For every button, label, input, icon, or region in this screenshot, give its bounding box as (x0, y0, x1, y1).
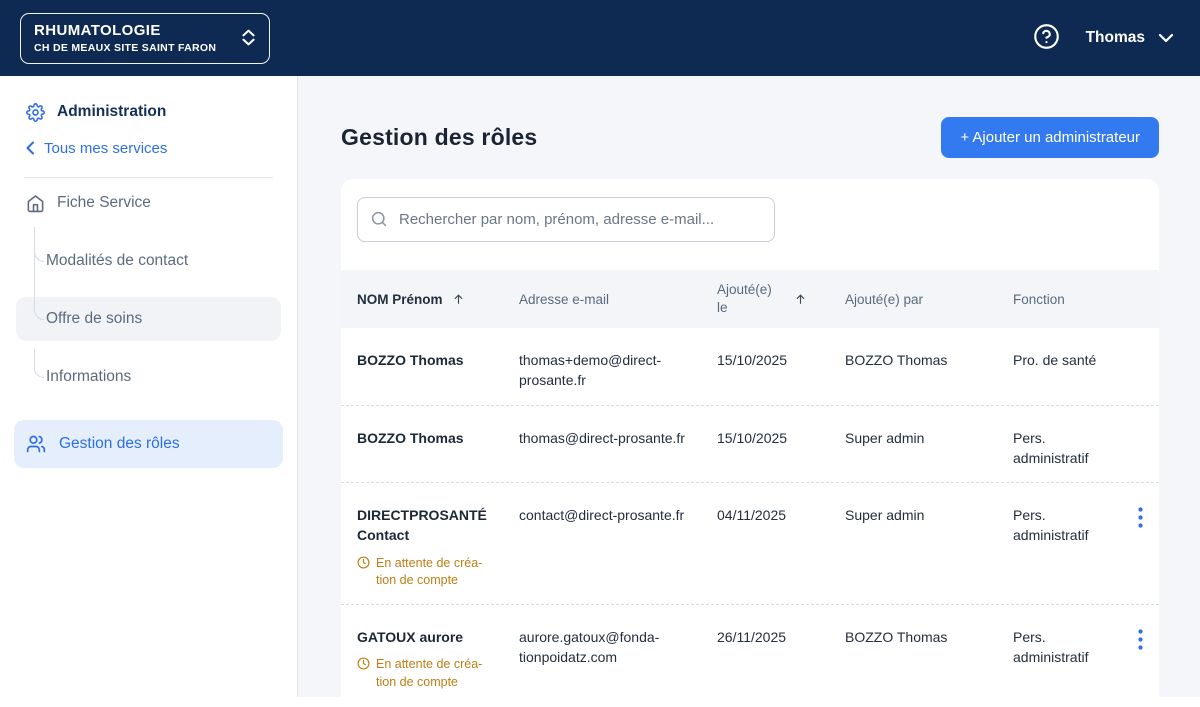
gear-icon (26, 102, 45, 122)
sort-arrow-up-icon[interactable] (794, 292, 807, 306)
main-header: Gestion des rôles + Ajouter un administr… (341, 117, 1159, 158)
clock-icon (357, 555, 370, 590)
users-icon (26, 434, 46, 454)
sidebar-item-label: Offre de soins (46, 310, 143, 327)
admin-email: thomas@direct-prosante.fr (519, 429, 685, 446)
pending-account-status: En attente de créa­tion de compte (357, 555, 503, 590)
sidebar-item-label: Gestion des rôles (59, 435, 180, 452)
service-switcher-labels: RHUMATOLOGIE CH DE MEAUX SITE SAINT FARO… (34, 22, 226, 54)
pending-account-status: En attente de créa­tion de compte (357, 656, 503, 691)
table-row: BOZZO Thomas thomas+demo@direct-prosante… (341, 328, 1159, 406)
row-actions-menu-button[interactable] (1138, 507, 1143, 528)
column-header-name[interactable]: NOM Prénom (357, 292, 519, 307)
topbar-right: Thomas (1033, 23, 1174, 53)
sidebar-subtree: Modalités de contact Offre de soins Info… (0, 227, 297, 399)
sidebar-item-label: Modalités de contact (46, 252, 189, 269)
search-input[interactable] (357, 197, 775, 242)
sidebar-item-administration[interactable]: Administration (0, 98, 297, 126)
admin-role: Pers. administratif (1013, 628, 1089, 666)
help-button[interactable] (1033, 23, 1060, 53)
search-area (341, 179, 1159, 270)
service-name: RHUMATOLOGIE (34, 21, 161, 39)
column-header-added-by[interactable]: Ajouté(e) par (845, 291, 924, 307)
row-actions-menu-button[interactable] (1138, 629, 1143, 650)
add-administrator-button[interactable]: + Ajouter un administrateur (941, 117, 1159, 158)
sort-arrow-up-icon[interactable] (452, 292, 465, 306)
question-circle-icon (1033, 23, 1060, 53)
admin-added-on: 04/11/2025 (717, 507, 787, 524)
admin-name: BOZZO Thomas (357, 352, 464, 368)
table-row: BOZZO Thomas thomas@direct-prosante.fr 1… (341, 406, 1159, 484)
user-menu[interactable]: Thomas (1086, 29, 1174, 47)
kebab-vertical-icon (1138, 629, 1143, 650)
search-icon (370, 210, 388, 233)
topbar: RHUMATOLOGIE CH DE MEAUX SITE SAINT FARO… (0, 0, 1200, 76)
sidebar-item-fiche-service[interactable]: Fiche Service (0, 181, 297, 225)
column-header-added-on[interactable]: Ajouté(e) le (717, 281, 845, 317)
admin-added-by: Super admin (845, 429, 925, 446)
roles-card: NOM Prénom Adresse e-mail Ajouté(e) le A… (341, 179, 1159, 697)
admin-email: contact@direct-prosante.fr (519, 507, 685, 524)
sidebar-item-modalites-de-contact[interactable]: Modalités de contact (16, 233, 281, 283)
column-header-role[interactable]: Fonction (1013, 291, 1065, 307)
chevron-left-icon (26, 141, 35, 155)
admin-added-on: 26/11/2025 (717, 628, 787, 645)
admin-role: Pro. de santé (1013, 352, 1097, 368)
admin-email: aurore.gatoux@fonda­tionpoidatz.com (519, 628, 660, 666)
column-header-email[interactable]: Adresse e-mail (519, 291, 610, 307)
admin-name: GATOUX aurore (357, 628, 464, 645)
table-row: GATOUX aurore En attente de créa­tion de… (341, 605, 1159, 697)
admin-added-by: BOZZO Thomas (845, 352, 948, 368)
sidebar-item-label: Fiche Service (57, 194, 151, 211)
sidebar-item-label: Informations (46, 368, 132, 385)
sidebar-item-gestion-des-roles[interactable]: Gestion des rôles (14, 420, 283, 468)
sidebar: Administration Tous mes services Fiche S… (0, 76, 298, 697)
service-location: CH DE MEAUX SITE SAINT FARON (34, 41, 217, 54)
back-link-tous-mes-services[interactable]: Tous mes services (0, 135, 297, 161)
table-header: NOM Prénom Adresse e-mail Ajouté(e) le A… (341, 270, 1159, 328)
admin-name: DIRECTPROSANTÉ Contact (357, 507, 487, 544)
user-name: Thomas (1085, 29, 1145, 46)
sidebar-item-informations[interactable]: Informations (16, 349, 281, 399)
admin-role: Pers. administratif (1013, 507, 1089, 544)
chevron-down-icon (1158, 33, 1174, 43)
chevron-up-down-icon (242, 29, 255, 46)
main-content: Gestion des rôles + Ajouter un administr… (298, 76, 1200, 697)
status-label: En attente de créa­tion de compte (376, 657, 483, 689)
app-body: Administration Tous mes services Fiche S… (0, 76, 1200, 697)
service-switcher[interactable]: RHUMATOLOGIE CH DE MEAUX SITE SAINT FARO… (20, 12, 270, 64)
back-link-label: Tous mes services (44, 139, 168, 157)
admin-role: Pers. administratif (1013, 429, 1089, 466)
search-box (357, 197, 775, 242)
admin-added-on: 15/10/2025 (717, 429, 788, 446)
admin-name: BOZZO Thomas (357, 429, 464, 446)
admin-added-by: BOZZO Thomas (845, 628, 948, 645)
sidebar-divider (24, 177, 273, 178)
clock-icon (357, 656, 370, 691)
home-icon (26, 194, 45, 213)
admin-email: thomas+demo@direct-prosante.fr (519, 352, 662, 389)
page-title: Gestion des rôles (341, 124, 538, 150)
sidebar-item-offre-de-soins[interactable]: Offre de soins (16, 291, 281, 341)
admin-added-on: 15/10/2025 (717, 352, 788, 368)
sidebar-section-label: Administration (57, 103, 167, 120)
status-label: En attente de créa­tion de compte (376, 555, 483, 588)
table-row: DIRECTPROSANTÉ Contact En attente de cré… (341, 483, 1159, 605)
kebab-vertical-icon (1138, 507, 1143, 528)
admin-added-by: Super admin (845, 507, 925, 524)
